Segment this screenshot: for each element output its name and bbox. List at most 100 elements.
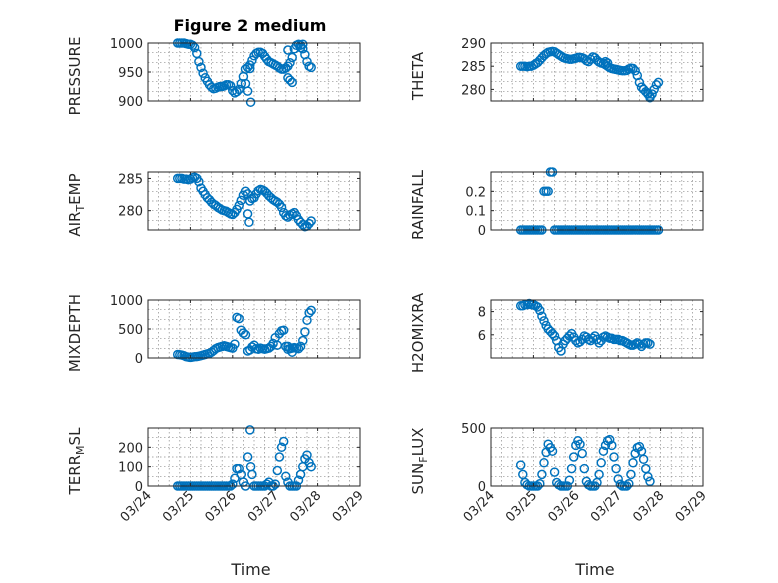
data-point	[624, 478, 634, 489]
y-tick-label: 0.2	[465, 185, 486, 200]
data-point	[575, 439, 585, 449]
figure-title: Figure 2 medium	[174, 16, 327, 35]
data-point	[607, 440, 617, 451]
y-tick-label: 290	[461, 37, 486, 52]
axes-box	[147, 427, 361, 487]
data-point	[285, 57, 295, 68]
y-tick-label: 0	[478, 224, 486, 239]
data-point	[628, 63, 638, 74]
data-point	[228, 85, 238, 96]
axes-box	[147, 171, 361, 231]
data-point	[535, 478, 545, 489]
data-point	[247, 469, 257, 480]
y-tick-label: 285	[461, 60, 486, 75]
data-point	[298, 39, 308, 49]
data-point	[588, 333, 598, 344]
y-tick-label: 500	[118, 323, 143, 338]
subplot-pressure: 900 950 1000 PRESSURE	[66, 37, 361, 116]
data-point	[278, 325, 289, 335]
data-point	[287, 52, 297, 63]
data-point	[228, 479, 238, 489]
y-axis-label: RAINFALL	[409, 169, 427, 240]
data-point	[189, 42, 200, 53]
x-axis-label-left: Time	[230, 560, 270, 579]
data-point	[287, 77, 297, 88]
y-tick-label: 6	[478, 329, 486, 344]
data-point	[600, 56, 611, 67]
data-point	[270, 479, 280, 489]
y-tick-label: 285	[118, 172, 143, 187]
y-tick-label: 1000	[110, 37, 143, 52]
data-point	[304, 308, 314, 318]
data-point	[306, 62, 316, 73]
data-point	[630, 448, 640, 459]
subplot-air-temp: 280 285 AIRTEMP	[66, 171, 361, 237]
data-point	[604, 434, 615, 445]
data-point	[645, 93, 655, 103]
y-axis-label: TERRMSL	[66, 427, 87, 496]
data-point	[240, 186, 251, 197]
data-point	[535, 305, 545, 316]
y-tick-label: 950	[118, 66, 143, 81]
data-point	[304, 218, 314, 229]
data-point	[585, 54, 596, 64]
data-point	[568, 452, 579, 462]
data-point	[547, 446, 558, 456]
y-tick-label: 0	[478, 480, 486, 495]
axes-box	[490, 299, 704, 359]
y-axis-label: PRESSURE	[66, 37, 84, 116]
data-point	[638, 454, 649, 465]
data-point	[626, 469, 636, 480]
data-point	[577, 448, 587, 459]
data-point	[234, 313, 244, 324]
data-point	[285, 75, 295, 85]
data-point	[293, 475, 304, 485]
subplot-rainfall: 0 0.1 0.2 RAINFALL	[409, 167, 704, 240]
data-point	[281, 471, 291, 482]
data-point	[609, 452, 619, 462]
data-point	[564, 475, 575, 485]
data-point	[651, 80, 662, 90]
data-point	[643, 88, 653, 98]
data-point	[187, 40, 198, 51]
x-axis-label-right: Time	[574, 560, 614, 579]
data-point	[194, 56, 204, 67]
data-point	[245, 425, 255, 435]
data-point	[242, 86, 253, 96]
data-point	[571, 440, 581, 451]
y-tick-label: 500	[461, 422, 486, 437]
y-tick-label: 0	[135, 480, 143, 495]
data-point	[653, 77, 664, 88]
data-point	[238, 328, 249, 338]
data-point	[198, 68, 208, 78]
data-point	[596, 458, 606, 468]
y-tick-label: 100	[118, 461, 143, 476]
data-point	[245, 60, 255, 70]
data-point	[232, 86, 242, 97]
data-point	[276, 202, 287, 213]
data-point	[541, 48, 551, 59]
data-point	[645, 476, 655, 487]
data-point	[283, 45, 293, 55]
data-point	[306, 305, 316, 316]
data-point	[611, 463, 621, 474]
data-point	[281, 211, 291, 221]
y-axis-label: MIXDEPTH	[66, 294, 84, 372]
data-point	[240, 330, 251, 340]
data-point	[230, 339, 240, 349]
data-point	[298, 335, 308, 346]
data-point	[547, 328, 558, 339]
data-point	[549, 331, 560, 341]
data-point	[515, 460, 526, 470]
y-axis-label: AIRTEMP	[66, 173, 87, 236]
y-axis-label: THETA	[409, 51, 427, 101]
data-point	[537, 469, 547, 480]
axes-box	[490, 427, 704, 487]
y-tick-label: 900	[118, 95, 143, 110]
data-point	[566, 463, 577, 474]
subplot-theta: 280 285 290 THETA	[409, 37, 704, 103]
data-point	[579, 463, 590, 474]
data-point	[602, 58, 613, 68]
axes-box	[490, 171, 704, 231]
